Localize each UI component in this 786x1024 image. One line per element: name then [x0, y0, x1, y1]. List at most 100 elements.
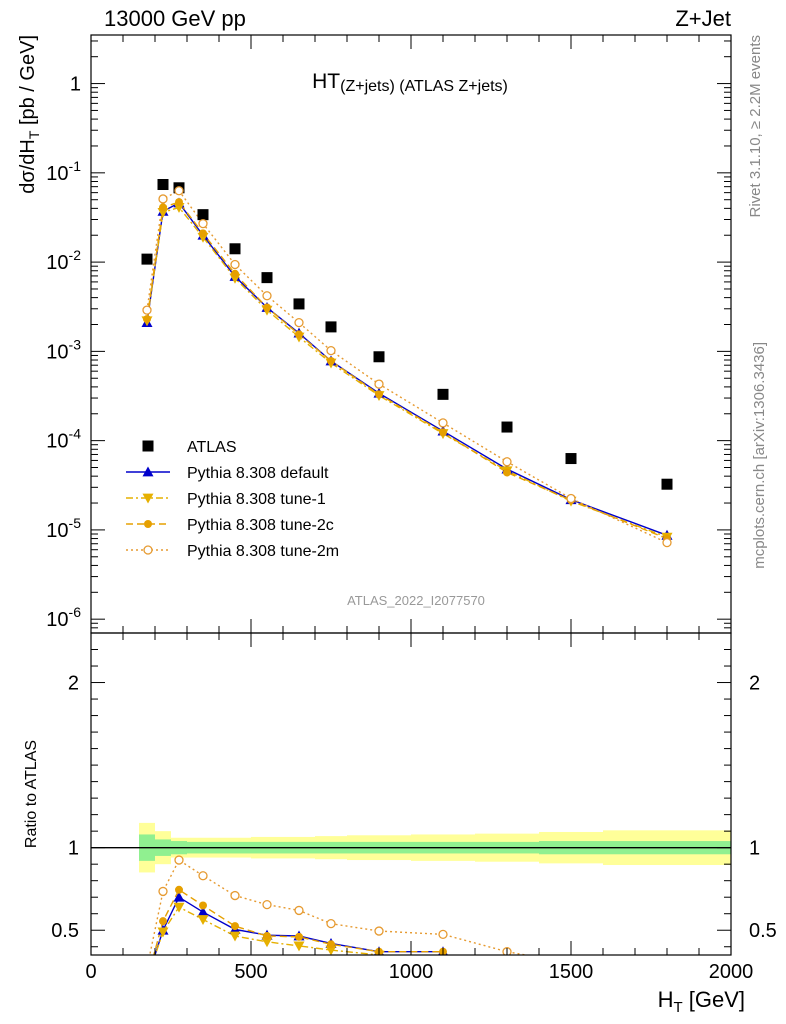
- ratio-y-tick-label-right: 2: [749, 673, 760, 695]
- data-point-s3-1: [159, 203, 167, 212]
- legend-marker-2: [142, 493, 154, 504]
- ratio-point-s2-5: [263, 932, 271, 941]
- ratio-line-2: [153, 888, 443, 955]
- ratio-point-s1-7: [325, 945, 337, 955]
- data-point-s0-8: [373, 351, 385, 363]
- legend-label-1: Pythia 8.308 default: [187, 465, 329, 482]
- ratio-point-s1-5: [261, 937, 273, 948]
- ratio-y-tick-label-left: 1: [68, 838, 79, 860]
- y-tick-label-exp: -1: [69, 158, 82, 174]
- series-line-3: [146, 201, 668, 540]
- series-line-1: [146, 202, 668, 536]
- x-tick-label: 500: [234, 961, 267, 983]
- y-tick-label: 1: [70, 74, 81, 96]
- ratio-point-s3-4: [230, 890, 240, 901]
- y-tick-label-base: 10: [46, 252, 68, 274]
- ratio-point-s2-7: [327, 940, 335, 949]
- y-tick-label-exp: -2: [69, 247, 82, 263]
- data-point-s3-2: [175, 198, 183, 207]
- ratio-point-s0-0: [142, 974, 153, 984]
- data-point-s4-8: [374, 379, 384, 389]
- main-panel: 10-610-510-410-310-210-11 HT(Z+jets) (AT…: [17, 34, 732, 634]
- ylabel-sub: T: [26, 130, 42, 139]
- ratio-point-s3-9: [438, 929, 448, 940]
- legend-label-2: Pythia 8.308 tune-1: [187, 491, 326, 508]
- data-point-s0-6: [293, 298, 305, 310]
- data-point-s0-9: [437, 388, 449, 400]
- y-tick-label: 10-6: [46, 604, 81, 631]
- data-point-s0-4: [229, 243, 241, 255]
- y-tick-label-base: 10: [46, 341, 68, 363]
- y-tick-label: 10-2: [46, 247, 81, 274]
- y-tick-label-base: 10: [46, 431, 68, 453]
- data-point-s4-1: [158, 194, 168, 204]
- ratio-point-s3-1: [158, 886, 168, 897]
- x-axis-label: HT [GeV]: [658, 987, 745, 1016]
- y-tick-label-base: 1: [70, 74, 81, 96]
- ylabel-pre: dσ/dH: [17, 139, 39, 194]
- ratio-line-0: [154, 896, 443, 955]
- legend-label-3: Pythia 8.308 tune-2c: [187, 517, 334, 534]
- data-point-s3-7: [327, 357, 335, 366]
- legend-marker-4: [143, 545, 153, 555]
- legend-marker-1: [142, 466, 154, 477]
- data-point-s4-12: [662, 537, 672, 548]
- y-tick-label: 10-3: [46, 336, 81, 363]
- data-point-s2-2: [173, 203, 185, 213]
- data-point-s4-5: [262, 291, 272, 301]
- data-point-s4-10: [502, 457, 512, 467]
- data-point-s4-6: [294, 317, 304, 328]
- main-y-axis-label: dσ/dHT [pb / GeV]: [17, 35, 42, 194]
- data-point-s4-4: [230, 259, 240, 270]
- x-tick-label: 1500: [549, 961, 594, 983]
- ratio-y-tick-label-right: 0.5: [749, 920, 777, 942]
- data-point-s0-5: [261, 272, 273, 284]
- ratio-point-s3-0: [143, 964, 151, 972]
- legend-label-4: Pythia 8.308 tune-2m: [187, 543, 339, 560]
- data-point-s0-7: [325, 321, 337, 333]
- ratio-point-s2-2: [175, 885, 183, 894]
- series-line-4: [146, 189, 668, 544]
- data-point-s3-3: [199, 229, 207, 238]
- y-tick-label-base: 10: [46, 163, 68, 185]
- data-point-s4-11: [566, 493, 576, 504]
- data-point-s3-10: [503, 468, 511, 477]
- x-tick-label: 0: [85, 961, 96, 983]
- ratio-point-s1-4: [229, 931, 241, 942]
- legend: ATLAS Pythia 8.308 default Pythia 8.308 tu…: [126, 439, 339, 560]
- data-point-s3-4: [231, 269, 239, 278]
- ratio-point-s3-6: [294, 905, 304, 916]
- main-title-main: HT: [312, 70, 340, 93]
- ratio-point-s2-1: [159, 917, 167, 926]
- ylabel-post: [pb / GeV]: [17, 35, 39, 131]
- ratio-point-s2-0: [143, 976, 151, 984]
- ratio-point-s3-2: [174, 855, 184, 865]
- y-tick-label-base: 10: [46, 520, 68, 542]
- data-point-s0-10: [501, 421, 513, 433]
- header-right: Z+Jet: [675, 6, 731, 31]
- y-tick-label-exp: -4: [69, 426, 82, 442]
- y-tick-label-exp: -5: [69, 515, 82, 531]
- ratio-point-s3-3: [198, 871, 208, 881]
- ratio-point-s3-7: [326, 918, 336, 929]
- ratio-point-s3-5: [262, 899, 272, 910]
- ratio-point-s1-1: [157, 927, 169, 938]
- y-tick-label-base: 10: [46, 609, 68, 631]
- xlabel-post: [GeV]: [683, 987, 745, 1012]
- data-point-s3-9: [439, 428, 447, 437]
- xlabel-sub: T: [673, 999, 682, 1016]
- ratio-point-s2-4: [231, 922, 239, 931]
- analysis-tag: ATLAS_2022_I2077570: [347, 593, 485, 608]
- data-point-s3-0: [143, 315, 151, 324]
- ratio-point-s2-6: [295, 932, 303, 941]
- ratio-point-s3-8: [374, 926, 384, 936]
- y-tick-label-exp: -3: [69, 336, 82, 352]
- legend-marker-3: [144, 520, 152, 528]
- data-point-s0-12: [661, 478, 673, 490]
- data-point-s2-1: [157, 208, 169, 218]
- ratio-point-s0-2: [173, 891, 185, 902]
- side-label-top: Rivet 3.1.10, ≥ 2.2M events: [747, 35, 764, 218]
- main-title: HT(Z+jets) (ATLAS Z+jets): [312, 70, 508, 95]
- ratio-y-tick-label-left: 0.5: [51, 920, 79, 942]
